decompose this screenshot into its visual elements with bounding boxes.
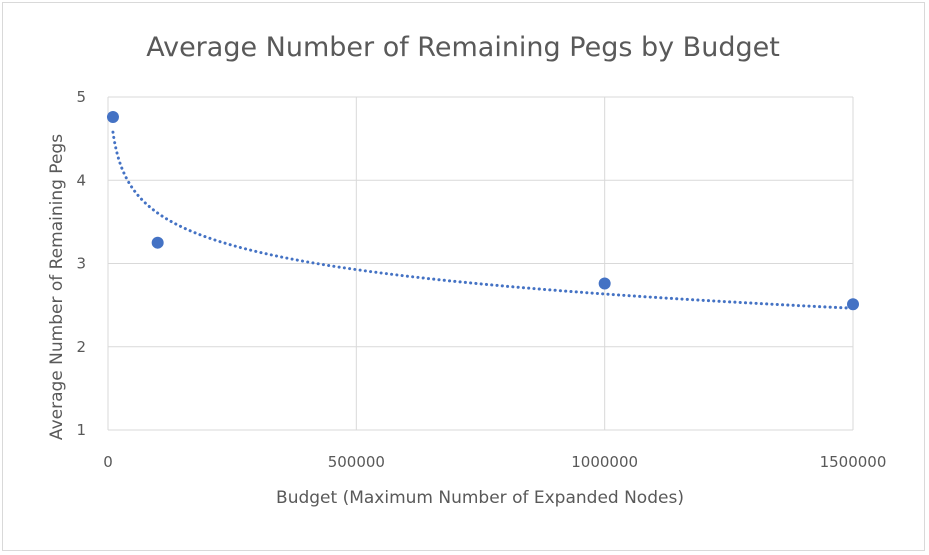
gridlines bbox=[107, 96, 854, 431]
data-point bbox=[151, 236, 164, 249]
x-tick-labels: 0 500000 1000000 1500000 bbox=[103, 453, 886, 471]
y-tick-label: 2 bbox=[76, 338, 86, 356]
data-points bbox=[106, 110, 859, 311]
x-axis-label: Budget (Maximum Number of Expanded Nodes… bbox=[276, 488, 684, 508]
y-tick-label: 5 bbox=[76, 88, 86, 106]
chart-title: Average Number of Remaining Pegs by Budg… bbox=[146, 32, 780, 63]
y-tick-label: 4 bbox=[76, 171, 86, 189]
trendline bbox=[111, 130, 855, 310]
y-tick-label: 3 bbox=[76, 255, 86, 273]
y-tick-label: 1 bbox=[76, 421, 86, 439]
x-tick-label: 1000000 bbox=[571, 453, 638, 471]
x-tick-label: 500000 bbox=[328, 453, 385, 471]
y-axis-label: Average Number of Remaining Pegs bbox=[47, 134, 67, 440]
x-tick-label: 1500000 bbox=[820, 453, 887, 471]
data-point bbox=[598, 277, 611, 290]
x-tick-label: 0 bbox=[103, 453, 113, 471]
data-point bbox=[847, 298, 859, 311]
data-point bbox=[106, 110, 119, 123]
y-tick-labels: 1 2 3 4 5 bbox=[76, 88, 86, 439]
